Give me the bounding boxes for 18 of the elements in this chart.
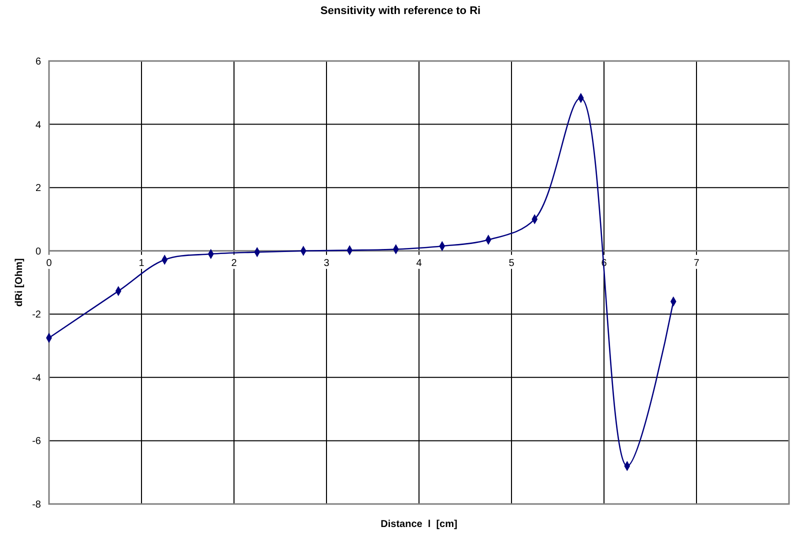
y-tick-label: -8	[32, 500, 42, 510]
y-axis-title: dRi [Ohm]	[14, 258, 25, 307]
y-tick-label: 0	[35, 246, 42, 258]
x-tick-label: 1	[138, 258, 145, 269]
y-tick-label: 4	[35, 120, 42, 131]
x-tick-label: 7	[694, 258, 700, 269]
x-tick-label: 5	[508, 258, 515, 269]
x-tick-label: 4	[416, 258, 422, 269]
x-tick-label: 2	[231, 258, 238, 269]
y-tick-label: 2	[35, 183, 42, 194]
x-tick-label: 3	[324, 258, 330, 269]
y-tick-label: -4	[32, 372, 42, 384]
x-axis-title: Distance l [cm]	[380, 519, 458, 530]
x-tick-label: 0	[46, 258, 52, 269]
y-tick-label: -6	[32, 436, 42, 448]
y-tick-label: -2	[32, 310, 42, 321]
chart-title: Sensitivity with reference to Ri	[320, 5, 481, 17]
y-tick-label: 6	[35, 56, 42, 68]
